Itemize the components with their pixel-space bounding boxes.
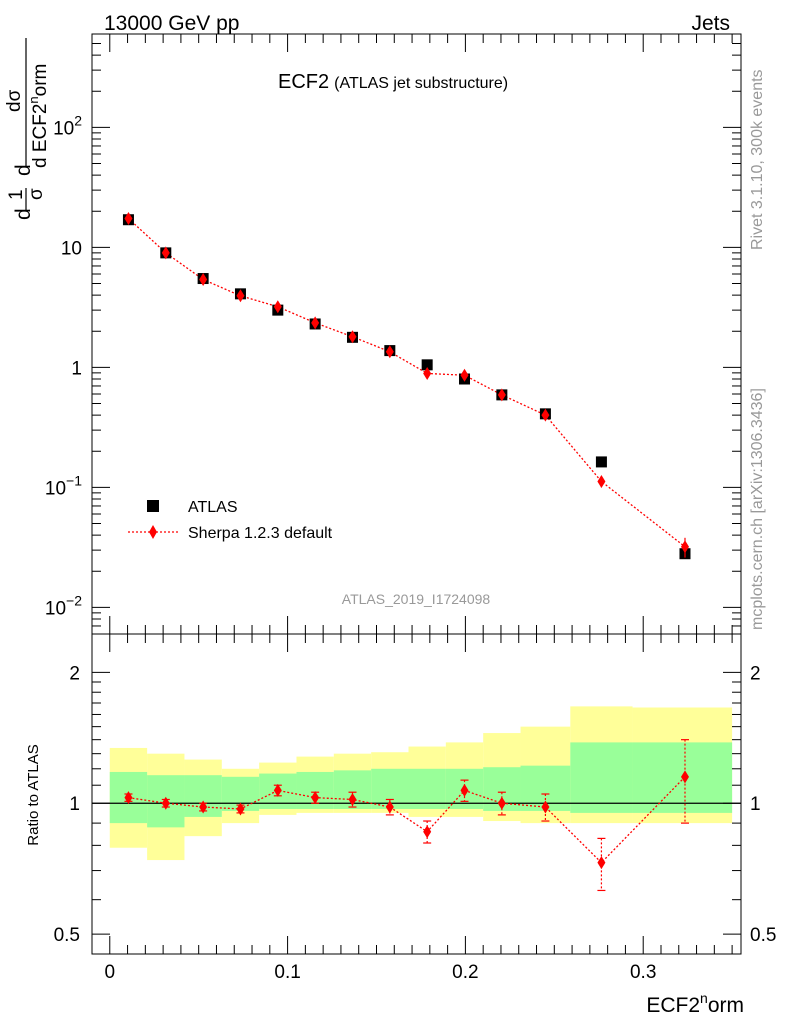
atlas-point <box>421 359 433 371</box>
legend-atlas-marker <box>147 500 159 512</box>
ratio-point <box>680 770 689 784</box>
svg-text:1: 1 <box>6 189 27 200</box>
sherpa-point <box>385 345 394 359</box>
ratio-point <box>423 825 432 839</box>
sherpa-point <box>199 272 208 286</box>
legend: ATLAS Sherpa 1.2.3 default <box>128 499 333 542</box>
ratio-panel-bands <box>92 706 741 861</box>
ratio-point <box>597 856 606 870</box>
green-band-bin <box>408 768 446 809</box>
main-ytick-label: 10−2 <box>45 592 82 619</box>
svg-text:d ECF2norm: d ECF2norm <box>26 64 51 168</box>
ratio-point <box>236 802 245 816</box>
main-panel-frame <box>91 33 742 635</box>
ratio-point <box>124 791 133 805</box>
xtick-label: 0.1 <box>274 962 300 983</box>
sherpa-point <box>124 212 133 226</box>
main-panel-data <box>122 212 691 560</box>
svg-text:d: d <box>12 164 35 176</box>
legend-sherpa-marker <box>149 525 157 539</box>
ratio-panel-ticks: 0.5 0.5 1 1 2 2 0 0.1 0.2 0.3 <box>54 634 776 983</box>
ratio-panel-data <box>124 739 689 892</box>
xtick-label: 0.2 <box>452 962 478 983</box>
svg-text:σ: σ <box>26 188 47 200</box>
green-band-bin <box>570 742 633 813</box>
mcplots-text: mcplots.cern.ch [arXiv:1306.3436] <box>749 388 766 630</box>
sherpa-point <box>597 474 606 488</box>
sherpa-line <box>128 218 686 548</box>
ratio-point <box>348 792 357 806</box>
legend-atlas-label: ATLAS <box>188 499 238 516</box>
ratio-ylabel: Ratio to ATLAS <box>25 744 42 845</box>
sherpa-point <box>680 540 689 554</box>
main-panel-ticks: 10−2 10−1 1 10 102 <box>45 33 741 635</box>
sherpa-point <box>497 388 506 402</box>
ratio-ytick-label-right: 2 <box>750 663 761 684</box>
ratio-point <box>497 796 506 810</box>
main-ylabel: d 1 σ d dσ d ECF2norm <box>4 38 51 220</box>
header-right: Jets <box>691 12 730 35</box>
ratio-ytick-label-left: 0.5 <box>54 925 80 946</box>
ratio-ytick-label-right: 1 <box>750 794 761 815</box>
sherpa-point <box>161 246 170 260</box>
svg-text:dσ: dσ <box>4 89 25 112</box>
ratio-point <box>385 800 394 814</box>
ratio-point <box>541 800 550 814</box>
ratio-point <box>199 800 208 814</box>
atlas-point <box>595 456 607 468</box>
xtick-label: 0 <box>104 962 115 983</box>
ratio-panel-frame <box>91 633 742 955</box>
main-ytick-label: 10−1 <box>45 472 82 499</box>
ratio-ytick-label-left: 1 <box>69 794 80 815</box>
header-left: 13000 GeV pp <box>104 12 239 35</box>
main-ytick-label: 102 <box>53 112 82 139</box>
ratio-sherpa-line <box>128 776 686 864</box>
sherpa-point <box>423 366 432 380</box>
sherpa-point <box>541 408 550 422</box>
sherpa-point <box>348 330 357 344</box>
xtick-label: 0.3 <box>630 962 656 983</box>
ratio-ytick-label-left: 2 <box>69 663 80 684</box>
ratio-point <box>311 791 320 805</box>
rivet-version-text: Rivet 3.1.10, 300k events <box>749 69 766 250</box>
ratio-point <box>460 783 469 797</box>
svg-text:d: d <box>12 208 35 220</box>
main-title: ECF2 (ATLAS jet substructure) <box>278 71 508 93</box>
sherpa-point <box>236 289 245 303</box>
sherpa-point <box>311 316 320 330</box>
ratio-ytick-label-right: 0.5 <box>750 925 776 946</box>
analysis-watermark: ATLAS_2019_I1724098 <box>342 591 491 607</box>
legend-sherpa-label: Sherpa 1.2.3 default <box>188 525 333 542</box>
ratio-point <box>161 796 170 810</box>
main-ytick-label: 1 <box>71 358 82 379</box>
sherpa-point <box>273 300 282 314</box>
main-ytick-label: 10 <box>61 238 82 259</box>
xlabel: ECF2norm <box>646 990 744 1017</box>
ratio-point <box>273 783 282 797</box>
sherpa-point <box>460 368 469 382</box>
